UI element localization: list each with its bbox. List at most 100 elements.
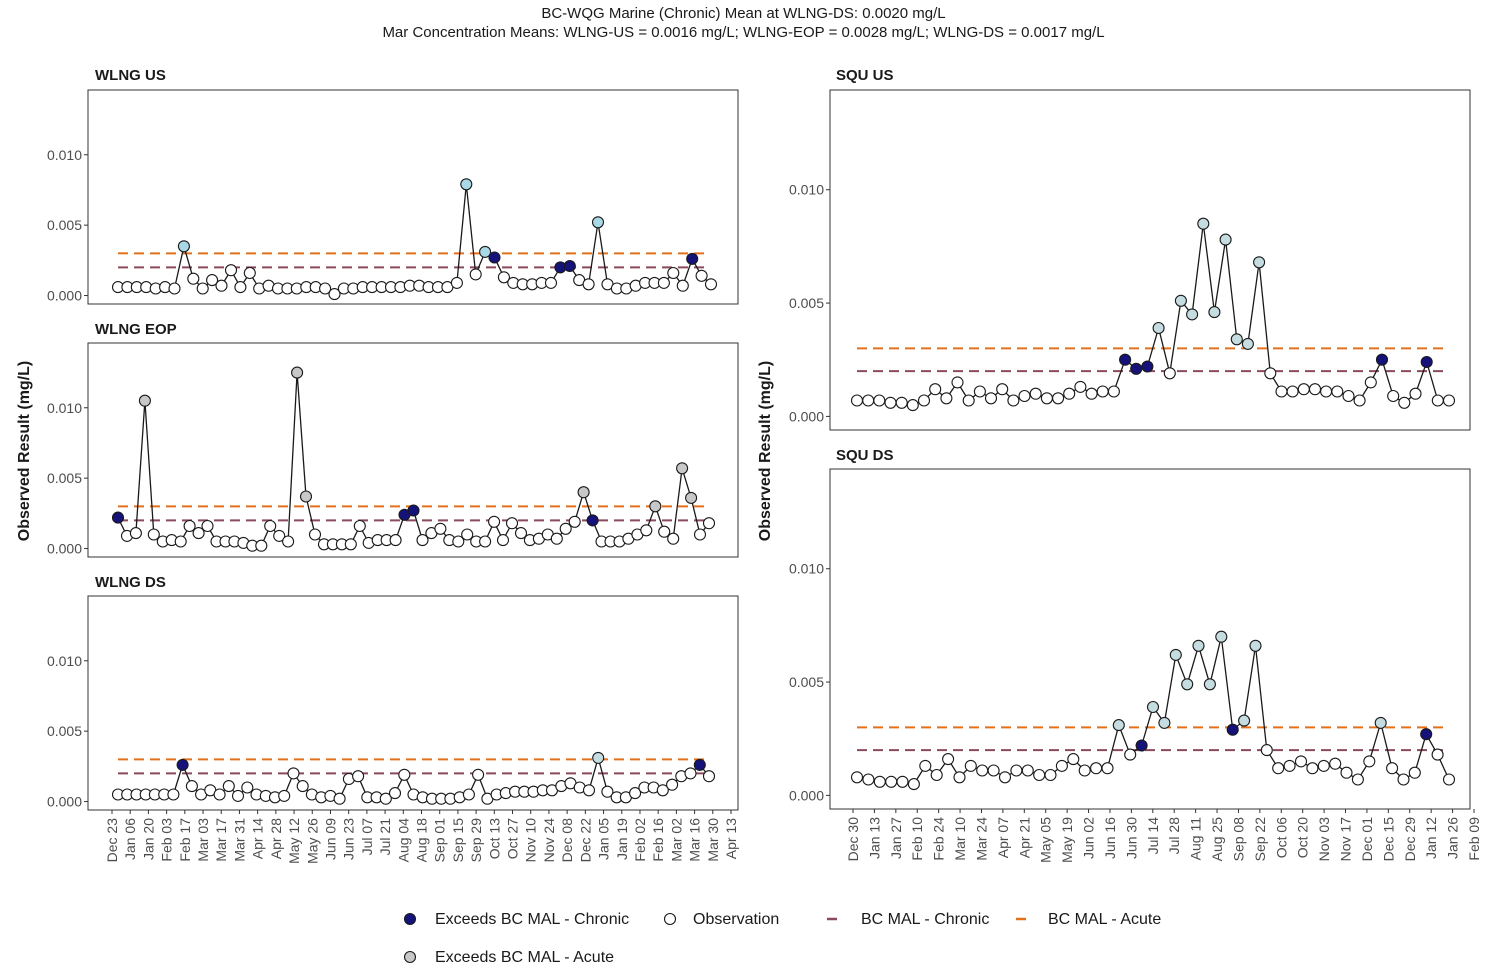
- data-point-observation: [666, 778, 679, 791]
- data-point-observation: [398, 768, 411, 781]
- data-point-observation: [1096, 385, 1109, 398]
- data-point-observation: [241, 781, 254, 794]
- data-point-observation: [215, 279, 228, 292]
- data-point-observation: [667, 532, 680, 545]
- data-point-acute-exceedance: [1219, 233, 1232, 246]
- data-point-observation: [582, 784, 596, 797]
- data-point-observation: [1408, 766, 1421, 779]
- data-point-acute-exceedance: [1230, 333, 1243, 346]
- data-point-observation: [1107, 385, 1120, 398]
- data-point-observation: [657, 276, 670, 289]
- y-tick-label: 0.005: [47, 217, 82, 233]
- data-point-observation: [929, 383, 942, 396]
- y-axis-title-left: Observed Result (mg/L): [16, 361, 33, 541]
- data-point-observation: [296, 780, 309, 793]
- data-point-observation: [1063, 387, 1076, 400]
- x-tick-label: Feb 09: [1466, 817, 1482, 861]
- legend-circle-icon: [663, 912, 677, 926]
- x-tick-label: Mar 17: [213, 818, 229, 862]
- data-point-observation: [167, 788, 180, 801]
- data-point-acute-exceedance: [291, 366, 304, 379]
- legend-item: Exceeds BC MAL - Acute: [403, 949, 614, 966]
- data-point-observation: [1329, 757, 1342, 770]
- data-point-observation: [174, 535, 187, 548]
- data-point-chronic-exceedance: [1119, 353, 1132, 366]
- x-tick-label: May 12: [286, 818, 302, 864]
- data-point-observation: [658, 525, 671, 538]
- data-point-observation: [940, 392, 953, 405]
- data-point-observation: [344, 538, 357, 551]
- data-point-acute-exceedance: [1208, 306, 1221, 319]
- data-point-observation: [472, 768, 485, 781]
- y-tick-label: 0.000: [789, 787, 824, 803]
- data-point-observation: [1033, 768, 1046, 782]
- x-tick-label: Dec 30: [845, 817, 861, 862]
- x-tick-label: Feb 02: [632, 818, 648, 862]
- data-point-observation: [1283, 759, 1296, 772]
- data-point-observation: [388, 787, 402, 800]
- x-tick-label: Dec 29: [1402, 817, 1418, 862]
- data-point-chronic-exceedance: [1420, 355, 1433, 369]
- data-point-observation: [389, 534, 402, 547]
- data-point-observation: [976, 764, 989, 777]
- data-point-observation: [1040, 392, 1053, 405]
- x-tick-label: Oct 06: [1273, 817, 1289, 858]
- data-point-observation: [676, 279, 689, 292]
- x-tick-label: Mar 02: [668, 818, 684, 862]
- legend: Exceeds BC MAL - Chronic Observation BC MA…: [403, 911, 1161, 966]
- data-point-acute-exceedance: [177, 240, 190, 253]
- data-point-observation: [213, 788, 226, 801]
- x-tick-label: Aug 04: [395, 818, 411, 863]
- x-tick-label: Feb 03: [159, 818, 175, 862]
- data-point-chronic-exceedance: [1375, 353, 1389, 366]
- panel-title: SQU DS: [836, 447, 894, 464]
- x-tick-label: Jan 27: [888, 817, 904, 859]
- data-point-observation: [1029, 387, 1042, 400]
- data-point-observation: [568, 515, 581, 528]
- data-point-observation: [1021, 764, 1034, 777]
- data-point-observation: [998, 771, 1012, 784]
- data-point-observation: [885, 775, 898, 788]
- data-point-observation: [1353, 394, 1366, 407]
- data-point-observation: [850, 394, 864, 407]
- data-point-observation: [1351, 773, 1364, 786]
- data-point-observation: [640, 524, 653, 537]
- x-tick-label: Feb 16: [650, 818, 666, 862]
- data-point-observation: [1085, 387, 1098, 400]
- x-tick-label: Dec 22: [577, 818, 593, 863]
- data-point-acute-exceedance: [1169, 648, 1182, 661]
- x-tick-label: Jan 20: [140, 818, 156, 860]
- data-point-observation: [964, 759, 977, 772]
- data-point-observation: [183, 519, 196, 533]
- data-point-observation: [452, 535, 465, 548]
- y-tick-label: 0.010: [47, 147, 82, 163]
- x-tick-label: Nov 24: [541, 818, 557, 863]
- data-point-observation: [1431, 394, 1444, 407]
- data-point-observation: [1308, 383, 1322, 396]
- data-point-chronic-exceedance: [407, 504, 420, 517]
- data-point-observation: [1431, 748, 1444, 761]
- data-point-chronic-exceedance: [693, 758, 706, 771]
- y-tick-label: 0.005: [789, 295, 824, 311]
- data-point-observation: [1078, 764, 1091, 777]
- legend-label: BC MAL - Chronic: [861, 911, 989, 928]
- x-tick-label: Nov 03: [1316, 817, 1332, 862]
- data-point-observation: [434, 522, 447, 535]
- data-point-acute-exceedance: [1192, 639, 1205, 652]
- panel-squ-us: SQU US 0.000 0.005 0.010: [789, 67, 1471, 431]
- data-point-observation: [1052, 392, 1065, 405]
- x-tick-label: Oct 20: [1295, 817, 1311, 858]
- data-point-observation: [479, 535, 492, 548]
- x-tick-label: Aug 18: [414, 818, 430, 863]
- data-point-observation: [1306, 762, 1319, 775]
- data-point-observation: [1272, 762, 1285, 775]
- data-point-observation: [1264, 367, 1277, 380]
- x-tick-label: Jul 07: [359, 818, 375, 856]
- x-tick-label: Jul 14: [1145, 817, 1161, 855]
- data-point-acute-exceedance: [1112, 719, 1125, 732]
- data-point-acute-exceedance: [685, 491, 698, 504]
- data-point-observation: [224, 264, 238, 277]
- x-tick-label: Dec 01: [1359, 817, 1375, 862]
- data-point-observation: [450, 276, 463, 289]
- data-point-observation: [488, 515, 501, 528]
